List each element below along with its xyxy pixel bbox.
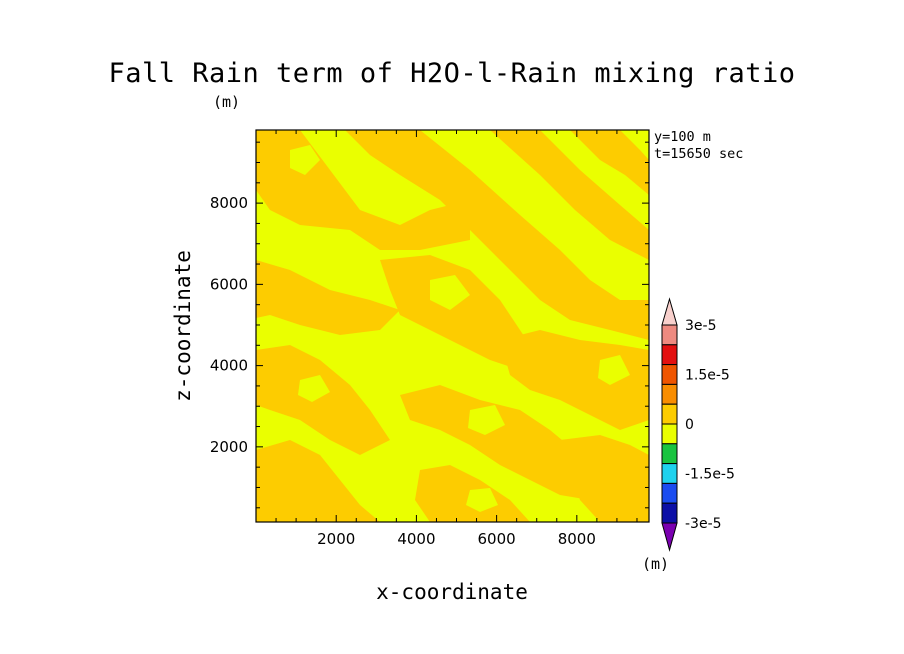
y-tick-label: 8000 <box>210 194 248 212</box>
colorbar-unit-label: (m) <box>642 555 670 573</box>
plot-frame <box>255 129 650 523</box>
orange-region-top-right-band <box>570 130 649 195</box>
time-label: t=15650 sec <box>654 146 744 162</box>
colorbar-tick-label: 1.5e-5 <box>685 368 730 384</box>
yellow-island-3 <box>298 375 330 402</box>
orange-region-band-upper-right <box>490 130 649 260</box>
colorbar-segment <box>661 502 678 524</box>
y-tick-label: 6000 <box>210 275 248 293</box>
y-position-label: y=100 m <box>654 129 711 145</box>
orange-region-center <box>380 255 540 370</box>
yellow-islands <box>290 145 630 512</box>
x-axis-label: x-coordinate <box>376 580 528 604</box>
plot-info: y=100 m t=15650 sec <box>654 129 743 163</box>
colorbar-upper-extension <box>661 297 678 326</box>
colorbar-lower-extension <box>661 522 678 552</box>
colorbar-segment <box>661 443 678 465</box>
orange-region-bottom-right <box>560 435 649 522</box>
colorbar-tick-label: -3e-5 <box>685 516 722 532</box>
yellow-island-2 <box>430 275 470 310</box>
x-tick-label: 4000 <box>397 530 435 548</box>
colorbar-segment <box>661 463 678 484</box>
chart-title: Fall Rain term of H2O-l-Rain mixing rati… <box>108 58 796 89</box>
colorbar-segment <box>661 344 678 366</box>
orange-region-bottom-left <box>256 440 380 522</box>
x-tick-label: 6000 <box>478 530 516 548</box>
colorbar: 3e-5 1.5e-5 0 -1.5e-5 -3e-5 <box>661 297 735 552</box>
yellow-island-1 <box>290 145 320 175</box>
orange-region-center-lower <box>400 385 600 500</box>
orange-region-left-lower <box>256 345 390 455</box>
orange-region-left-mid <box>256 260 400 335</box>
title-unit-label: (m) <box>213 93 241 111</box>
yellow-island-6 <box>368 478 400 505</box>
colorbar-segment <box>661 364 678 385</box>
orange-region-right-mid <box>500 330 649 430</box>
colorbar-segment <box>661 324 678 346</box>
orange-region-diagonal-band <box>345 130 649 340</box>
plot-area <box>256 130 649 522</box>
colorbar-tick-label: 3e-5 <box>685 318 716 334</box>
yellow-island-7 <box>466 488 498 512</box>
y-axis-label: z-coordinate <box>171 250 195 402</box>
x-tick-label: 2000 <box>317 530 355 548</box>
y-tick-label: 2000 <box>210 438 248 456</box>
yellow-island-5 <box>598 355 630 385</box>
colorbar-segment <box>661 403 678 425</box>
x-tick-label: 8000 <box>558 530 596 548</box>
colorbar-segment <box>661 423 678 445</box>
colorbar-tick-label: -1.5e-5 <box>685 467 735 483</box>
yellow-island-4 <box>468 405 505 435</box>
axes: 2000 4000 6000 8000 2000 4000 6000 8000 <box>210 130 649 548</box>
y-tick-label: 4000 <box>210 357 248 375</box>
colorbar-tick-label: 0 <box>685 417 694 433</box>
colorbar-segment <box>661 482 678 504</box>
colorbar-segment <box>661 383 678 405</box>
